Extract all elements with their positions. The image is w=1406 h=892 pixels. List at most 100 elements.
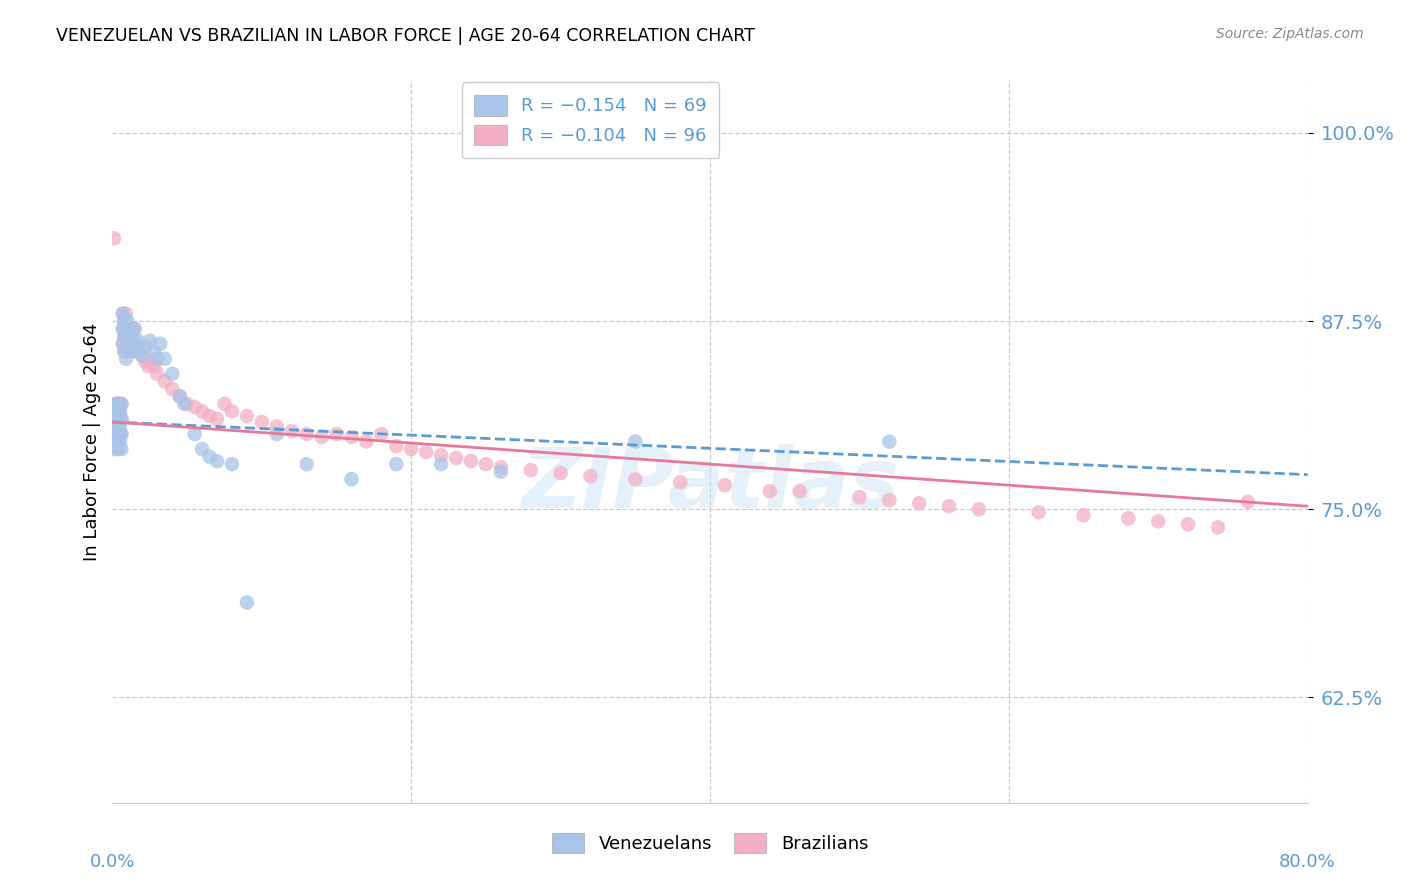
Point bbox=[117, 329, 139, 343]
Text: ZIPatlas: ZIPatlas bbox=[522, 444, 898, 525]
Point bbox=[111, 321, 134, 335]
Point bbox=[714, 478, 737, 492]
Point bbox=[1147, 514, 1170, 528]
Point bbox=[114, 344, 135, 359]
Point bbox=[103, 427, 125, 442]
Point bbox=[121, 340, 143, 354]
Point bbox=[105, 427, 128, 442]
Point bbox=[117, 314, 139, 328]
Point bbox=[105, 427, 128, 442]
Point bbox=[105, 397, 128, 411]
Point bbox=[105, 434, 128, 449]
Point bbox=[311, 430, 333, 444]
Point bbox=[110, 397, 132, 411]
Point bbox=[669, 475, 692, 490]
Point bbox=[111, 321, 134, 335]
Point bbox=[108, 427, 131, 442]
Point bbox=[141, 355, 163, 369]
Point bbox=[107, 427, 129, 442]
Point bbox=[107, 442, 129, 456]
Point bbox=[131, 349, 153, 363]
Point bbox=[103, 404, 125, 418]
Point bbox=[444, 451, 467, 466]
Point bbox=[107, 412, 129, 426]
Point bbox=[146, 351, 169, 366]
Point bbox=[908, 496, 931, 510]
Point bbox=[153, 351, 176, 366]
Point bbox=[111, 336, 134, 351]
Point bbox=[124, 334, 146, 348]
Point bbox=[579, 469, 602, 483]
Point bbox=[104, 419, 127, 434]
Point bbox=[191, 404, 214, 418]
Point bbox=[134, 355, 156, 369]
Point bbox=[118, 336, 141, 351]
Point bbox=[125, 340, 148, 354]
Text: VENEZUELAN VS BRAZILIAN IN LABOR FORCE | AGE 20-64 CORRELATION CHART: VENEZUELAN VS BRAZILIAN IN LABOR FORCE |… bbox=[56, 27, 755, 45]
Point bbox=[107, 404, 129, 418]
Point bbox=[108, 412, 131, 426]
Point bbox=[107, 427, 129, 442]
Point bbox=[122, 344, 145, 359]
Point bbox=[169, 389, 191, 403]
Point bbox=[191, 442, 214, 456]
Point bbox=[108, 412, 131, 426]
Point bbox=[104, 404, 127, 418]
Point bbox=[114, 314, 135, 328]
Point bbox=[107, 397, 129, 411]
Point bbox=[118, 344, 141, 359]
Point bbox=[340, 472, 363, 486]
Point bbox=[105, 412, 128, 426]
Point bbox=[1237, 494, 1260, 508]
Point bbox=[550, 466, 572, 480]
Point bbox=[183, 427, 205, 442]
Point bbox=[111, 336, 134, 351]
Point bbox=[325, 427, 347, 442]
Point bbox=[134, 340, 156, 354]
Point bbox=[1028, 505, 1050, 519]
Point bbox=[104, 442, 127, 456]
Point bbox=[105, 404, 128, 418]
Point bbox=[198, 450, 221, 464]
Point bbox=[138, 359, 160, 374]
Point bbox=[114, 329, 135, 343]
Point bbox=[128, 344, 150, 359]
Point bbox=[143, 359, 166, 374]
Point bbox=[105, 397, 128, 411]
Point bbox=[162, 382, 183, 396]
Point bbox=[104, 427, 127, 442]
Point bbox=[139, 334, 162, 348]
Point bbox=[128, 344, 150, 359]
Point bbox=[143, 344, 166, 359]
Point bbox=[103, 412, 125, 426]
Text: 80.0%: 80.0% bbox=[1279, 854, 1336, 871]
Point bbox=[108, 397, 131, 411]
Point bbox=[295, 457, 318, 471]
Point bbox=[127, 334, 149, 348]
Point bbox=[111, 307, 134, 321]
Point bbox=[110, 412, 132, 426]
Point bbox=[385, 457, 408, 471]
Point bbox=[115, 321, 138, 335]
Point bbox=[117, 340, 139, 354]
Point bbox=[460, 454, 482, 468]
Point bbox=[110, 427, 132, 442]
Point bbox=[295, 427, 318, 442]
Point bbox=[103, 434, 125, 449]
Point bbox=[108, 404, 131, 418]
Point bbox=[115, 351, 138, 366]
Point bbox=[153, 375, 176, 389]
Point bbox=[121, 321, 143, 335]
Point bbox=[205, 454, 228, 468]
Point bbox=[114, 344, 135, 359]
Point bbox=[415, 445, 437, 459]
Point bbox=[475, 457, 498, 471]
Point bbox=[118, 329, 141, 343]
Point bbox=[385, 439, 408, 453]
Point bbox=[104, 397, 127, 411]
Text: 0.0%: 0.0% bbox=[90, 854, 135, 871]
Point bbox=[110, 427, 132, 442]
Point bbox=[104, 412, 127, 426]
Point bbox=[281, 424, 304, 438]
Point bbox=[110, 397, 132, 411]
